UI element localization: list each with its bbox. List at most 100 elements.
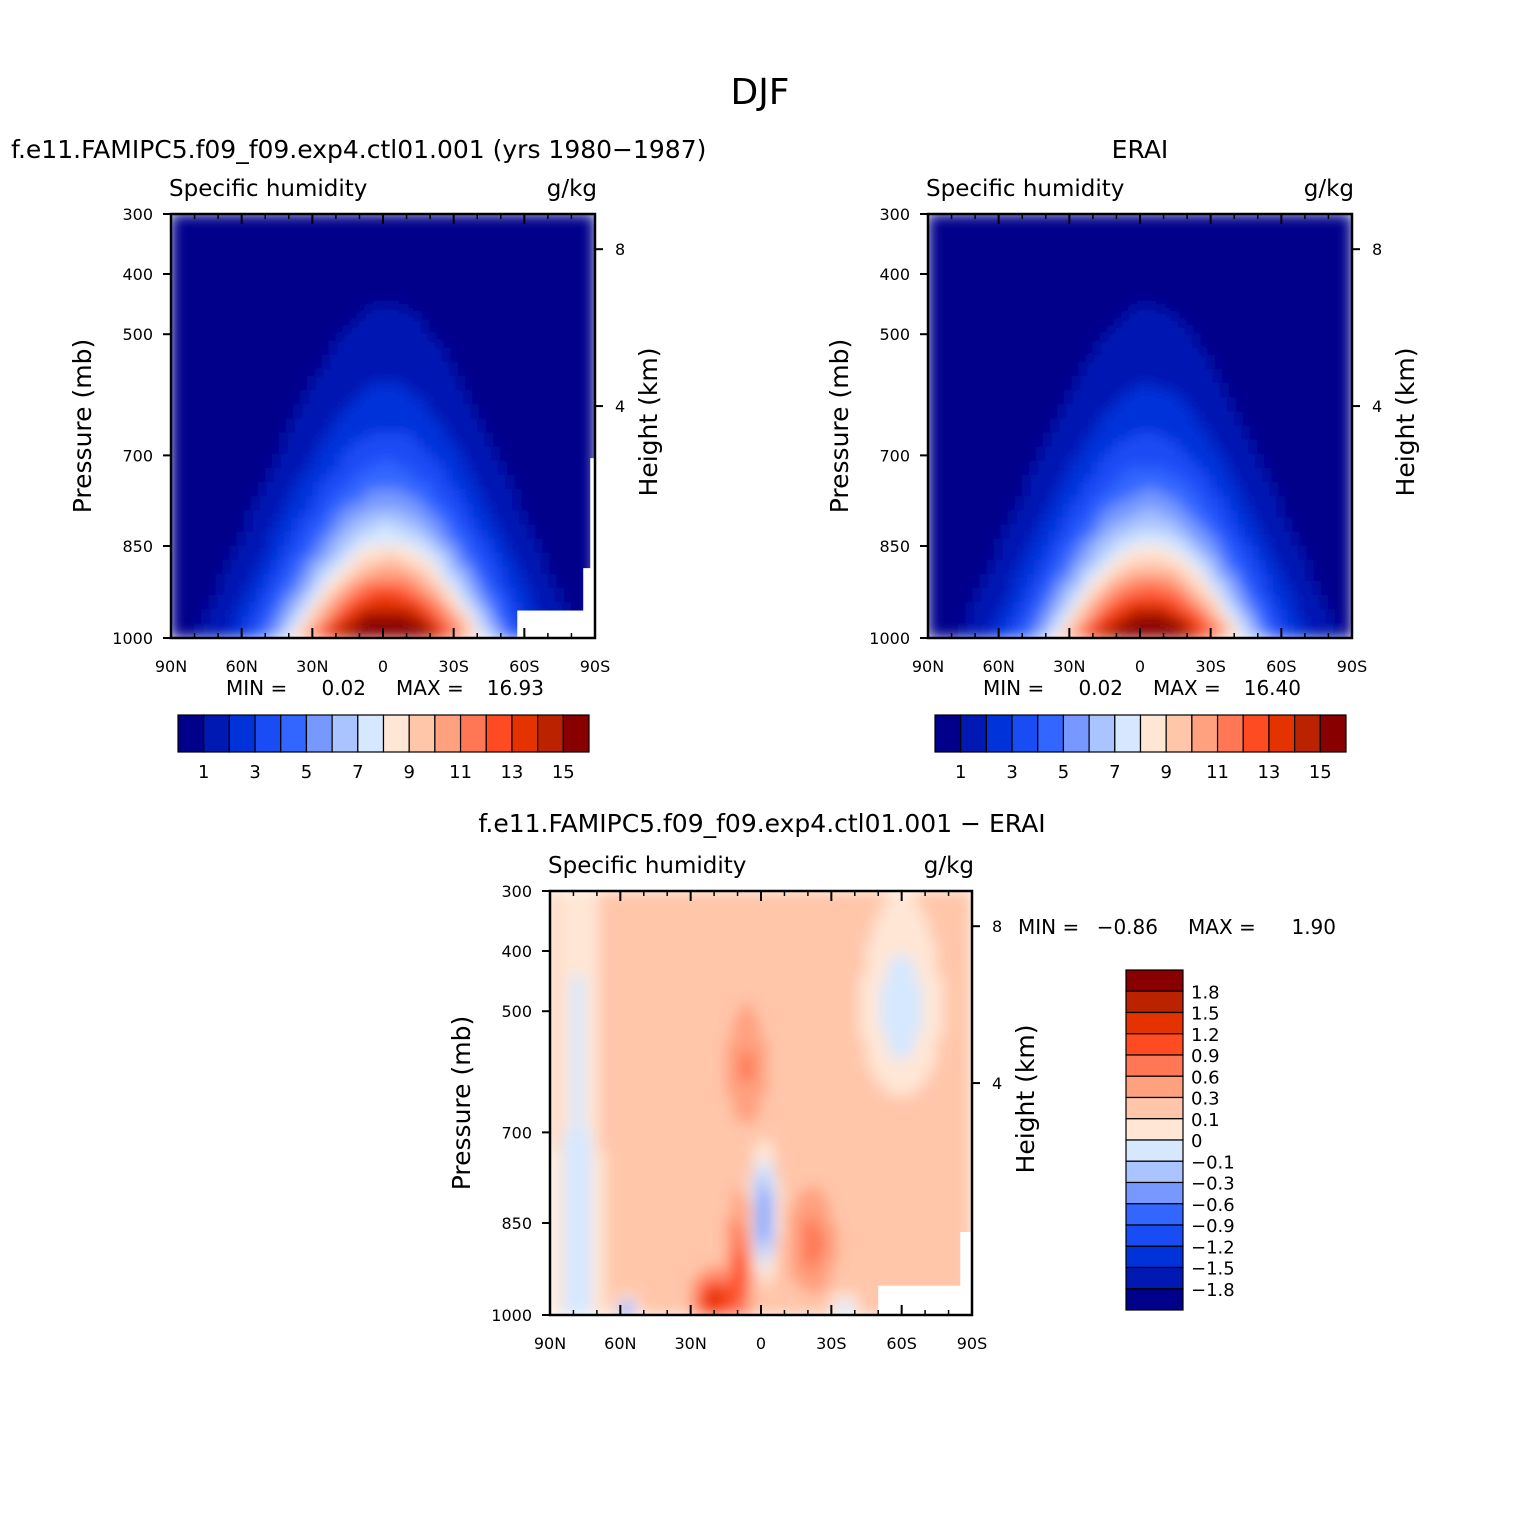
contour-cell (502, 623, 511, 632)
contour-cell (191, 467, 200, 476)
contour-cell (431, 390, 441, 399)
contour-cell (928, 255, 936, 264)
contour-cell (962, 340, 971, 349)
contour-cell (537, 277, 547, 286)
contour-cell (984, 319, 993, 328)
contour-cell (191, 517, 200, 526)
contour-cell (446, 432, 455, 441)
contour-cell (198, 390, 207, 399)
contour-cell (495, 517, 504, 526)
contour-cell (580, 234, 589, 243)
contour-cell (255, 496, 264, 505)
contour-cell (424, 312, 433, 321)
contour-cell (474, 559, 483, 568)
contour-cell (382, 390, 391, 399)
contour-cell (502, 566, 511, 575)
contour-cell (304, 425, 313, 434)
contour-cell (347, 368, 356, 378)
contour-cell (1146, 248, 1155, 257)
contour-cell (1146, 262, 1155, 272)
contour-cell (431, 411, 441, 420)
contour-cell (460, 214, 469, 222)
contour-cell (1323, 326, 1332, 335)
contour-cell (1033, 241, 1042, 250)
contour-cell (1188, 248, 1198, 257)
contour-cell (325, 291, 335, 300)
contour-cell (1132, 214, 1141, 222)
contour-cell (1012, 262, 1021, 272)
contour-cell (297, 361, 306, 370)
contour-cell (361, 312, 370, 321)
contour-cell (1217, 298, 1226, 307)
contour-cell (446, 517, 455, 526)
contour-cell (198, 517, 207, 526)
contour-cell (276, 411, 285, 420)
contour-cell (523, 559, 532, 568)
contour-cell (333, 305, 342, 314)
contour-cell (171, 390, 179, 399)
contour-cell (184, 347, 193, 356)
contour-cell (502, 467, 511, 476)
contour-cell (304, 595, 313, 604)
contour-cell (354, 333, 363, 342)
contour-cell (311, 595, 320, 604)
contour-cell (255, 298, 264, 307)
contour-cell (1040, 220, 1049, 229)
contour-cell (1167, 270, 1176, 279)
contour-cell (552, 588, 561, 597)
contour-cell (340, 531, 349, 540)
contour-cell (184, 333, 193, 342)
contour-cell (552, 220, 561, 229)
contour-cell (488, 368, 497, 378)
contour-cell (325, 595, 335, 604)
contour-cell (382, 411, 391, 420)
contour-cell (1047, 305, 1056, 314)
contour-cell (1252, 347, 1261, 356)
contour-cell (502, 214, 511, 222)
contour-cell (1111, 248, 1120, 257)
contour-cell (269, 460, 278, 469)
contour-cell (467, 234, 476, 243)
contour-cell (184, 439, 193, 448)
contour-cell (467, 255, 476, 264)
contour-cell (255, 347, 264, 356)
contour-cell (1047, 214, 1056, 222)
contour-cell (467, 354, 476, 363)
contour-cell (1047, 284, 1056, 293)
contour-cell (382, 284, 391, 293)
contour-cell (495, 467, 504, 476)
contour-cell (382, 460, 391, 469)
contour-cell (530, 453, 539, 462)
contour-cell (234, 347, 243, 356)
contour-cell (389, 312, 398, 321)
contour-cell (1224, 241, 1233, 250)
contour-cell (424, 376, 433, 385)
contour-cell (375, 397, 384, 406)
contour-cell (1231, 284, 1240, 293)
contour-cell (488, 277, 497, 286)
contour-cell (234, 538, 243, 547)
contour-cell (1174, 291, 1183, 300)
contour-cell (453, 510, 462, 519)
contour-cell (184, 383, 193, 392)
contour-cell (991, 220, 1000, 229)
contour-cell (1266, 220, 1275, 229)
contour-cell (502, 446, 511, 455)
contour-cell (1167, 234, 1176, 243)
contour-cell (495, 383, 504, 392)
contour-cell (559, 354, 568, 363)
contour-cell (410, 538, 419, 547)
contour-cell (1259, 270, 1268, 279)
contour-cell (984, 262, 993, 272)
contour-cell (262, 333, 271, 342)
contour-cell (340, 220, 349, 229)
contour-cell (530, 489, 539, 498)
contour-cell (460, 368, 469, 378)
contour-cell (403, 255, 412, 264)
contour-cell (368, 496, 377, 505)
contour-cell (1040, 214, 1049, 222)
contour-cell (290, 531, 299, 540)
contour-cell (1337, 326, 1346, 335)
contour-cell (991, 277, 1000, 286)
contour-cell (177, 298, 186, 307)
